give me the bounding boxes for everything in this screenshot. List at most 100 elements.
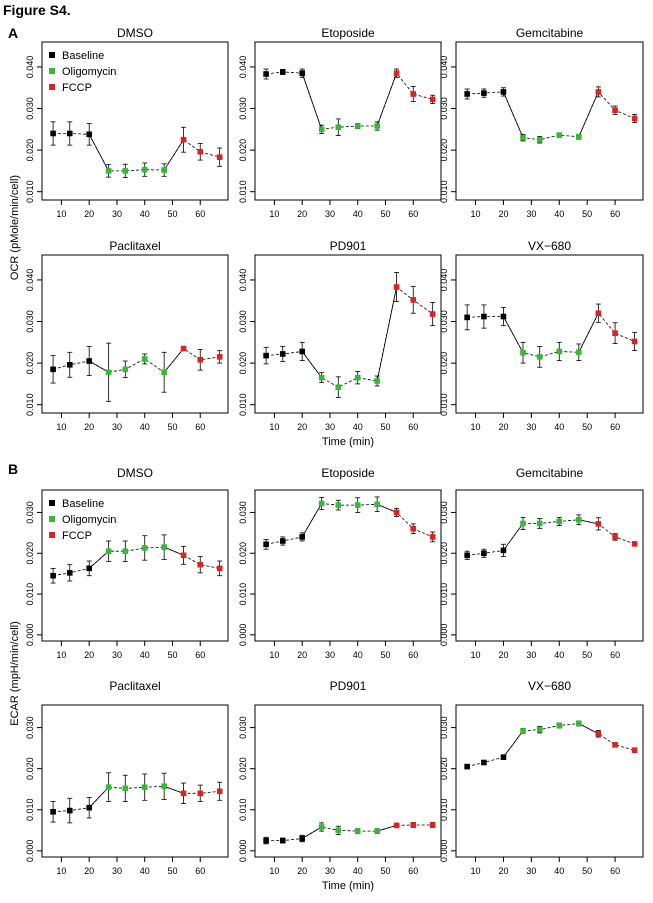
x-tick-label: 10 (471, 209, 481, 219)
y-axis-label: ECAR (mpH/min/cell) (9, 621, 21, 726)
plot-frame (41, 704, 229, 858)
data-point (595, 310, 602, 317)
data-point (66, 361, 73, 368)
y-tick-label: 0.020 (439, 139, 449, 162)
data-point (481, 550, 487, 557)
data-point (180, 552, 187, 559)
plot-frame (41, 41, 229, 201)
chart-title: Gemcitabine (516, 26, 584, 40)
plot-frame (455, 489, 644, 642)
x-tick-label: 20 (297, 209, 307, 219)
data-point (536, 354, 543, 360)
data-point (612, 534, 618, 540)
data-point (335, 827, 342, 834)
series-line (163, 139, 184, 171)
data-point (66, 130, 73, 137)
data-point (86, 804, 92, 811)
data-point (393, 284, 400, 290)
x-tick-label: 20 (84, 866, 94, 876)
data-point (429, 311, 436, 317)
x-tick-label: 30 (325, 650, 335, 660)
series-line (467, 312, 635, 358)
plot-frame (254, 41, 442, 201)
data-point (576, 516, 582, 523)
data-point (612, 742, 618, 748)
data-point (631, 338, 638, 345)
series-line (578, 723, 599, 735)
series-line (88, 134, 109, 172)
data-point (299, 534, 305, 540)
x-axis-label: Time (min) (322, 880, 374, 892)
x-tick-label: 30 (325, 209, 335, 219)
series-line (301, 73, 323, 130)
data-point (429, 822, 436, 828)
x-tick-label: 30 (112, 209, 122, 219)
data-point (263, 71, 269, 77)
chart-title: DMSO (117, 26, 153, 40)
chart-panel-b-7: Etoposide 10 20 30 40 50 60 0.000 0.010 0.020 0.03… (238, 466, 442, 660)
y-tick-label: 0.010 (238, 393, 248, 416)
chart-title: VX−680 (528, 679, 571, 693)
x-tick-label: 50 (167, 650, 177, 660)
y-tick-label: 0.030 (238, 97, 248, 120)
x-tick-label: 50 (582, 650, 592, 660)
legend-marker (49, 532, 55, 538)
x-tick-label: 60 (408, 422, 418, 432)
data-point (318, 824, 325, 830)
chart-panel-a-0: DMSO 10 20 30 40 50 60 0.010 0.020 0.030 0.040 OCR … (9, 26, 229, 280)
chart-panel-a-5: VX−680 10 20 30 40 50 60 0.010 0.020 0.030 0.040 (439, 239, 644, 432)
x-tick-label: 40 (140, 650, 150, 660)
series-line (467, 723, 635, 767)
series-line (266, 503, 433, 545)
data-point (536, 520, 543, 527)
x-tick-label: 50 (380, 866, 390, 876)
chart-title: PD901 (330, 679, 367, 693)
y-tick-label: 0.040 (238, 56, 248, 79)
series-line (52, 348, 220, 373)
chart-title: PD901 (330, 239, 367, 253)
x-tick-label: 60 (408, 650, 418, 660)
y-tick-label: 0.010 (25, 393, 35, 416)
y-tick-label: 0.040 (25, 269, 35, 292)
data-point (105, 784, 112, 790)
data-point (216, 788, 223, 795)
data-point (631, 115, 638, 122)
series-line (88, 360, 109, 373)
data-point (393, 509, 400, 516)
data-point (66, 570, 73, 576)
data-point (556, 518, 563, 525)
x-tick-label: 60 (610, 209, 620, 219)
x-tick-label: 50 (167, 866, 177, 876)
x-tick-label: 40 (554, 422, 564, 432)
x-tick-label: 10 (56, 209, 66, 219)
series-line (164, 785, 184, 794)
series-line (301, 503, 322, 538)
data-point (105, 168, 112, 174)
y-tick-label: 0.010 (238, 583, 248, 606)
series-line (376, 286, 397, 382)
data-point (197, 561, 204, 568)
data-point (279, 837, 286, 844)
legend-marker (49, 500, 55, 506)
data-point (335, 502, 342, 508)
y-tick-label: 0.010 (439, 180, 449, 203)
data-point (216, 354, 223, 360)
data-point (216, 154, 223, 160)
legend-marker (49, 52, 55, 58)
y-tick-label: 0.030 (25, 716, 35, 739)
x-tick-label: 10 (56, 422, 66, 432)
x-tick-label: 20 (498, 422, 508, 432)
y-tick-label: 0.010 (25, 798, 35, 821)
series-line (301, 351, 322, 378)
x-tick-label: 50 (582, 209, 592, 219)
data-point (595, 730, 602, 737)
series-line (266, 824, 433, 841)
data-point (464, 314, 470, 321)
data-point (595, 89, 602, 95)
data-point (180, 345, 187, 352)
x-tick-label: 50 (167, 422, 177, 432)
x-tick-label: 30 (112, 650, 122, 660)
y-tick-label: 0.010 (25, 583, 35, 606)
x-tick-label: 40 (140, 209, 150, 219)
